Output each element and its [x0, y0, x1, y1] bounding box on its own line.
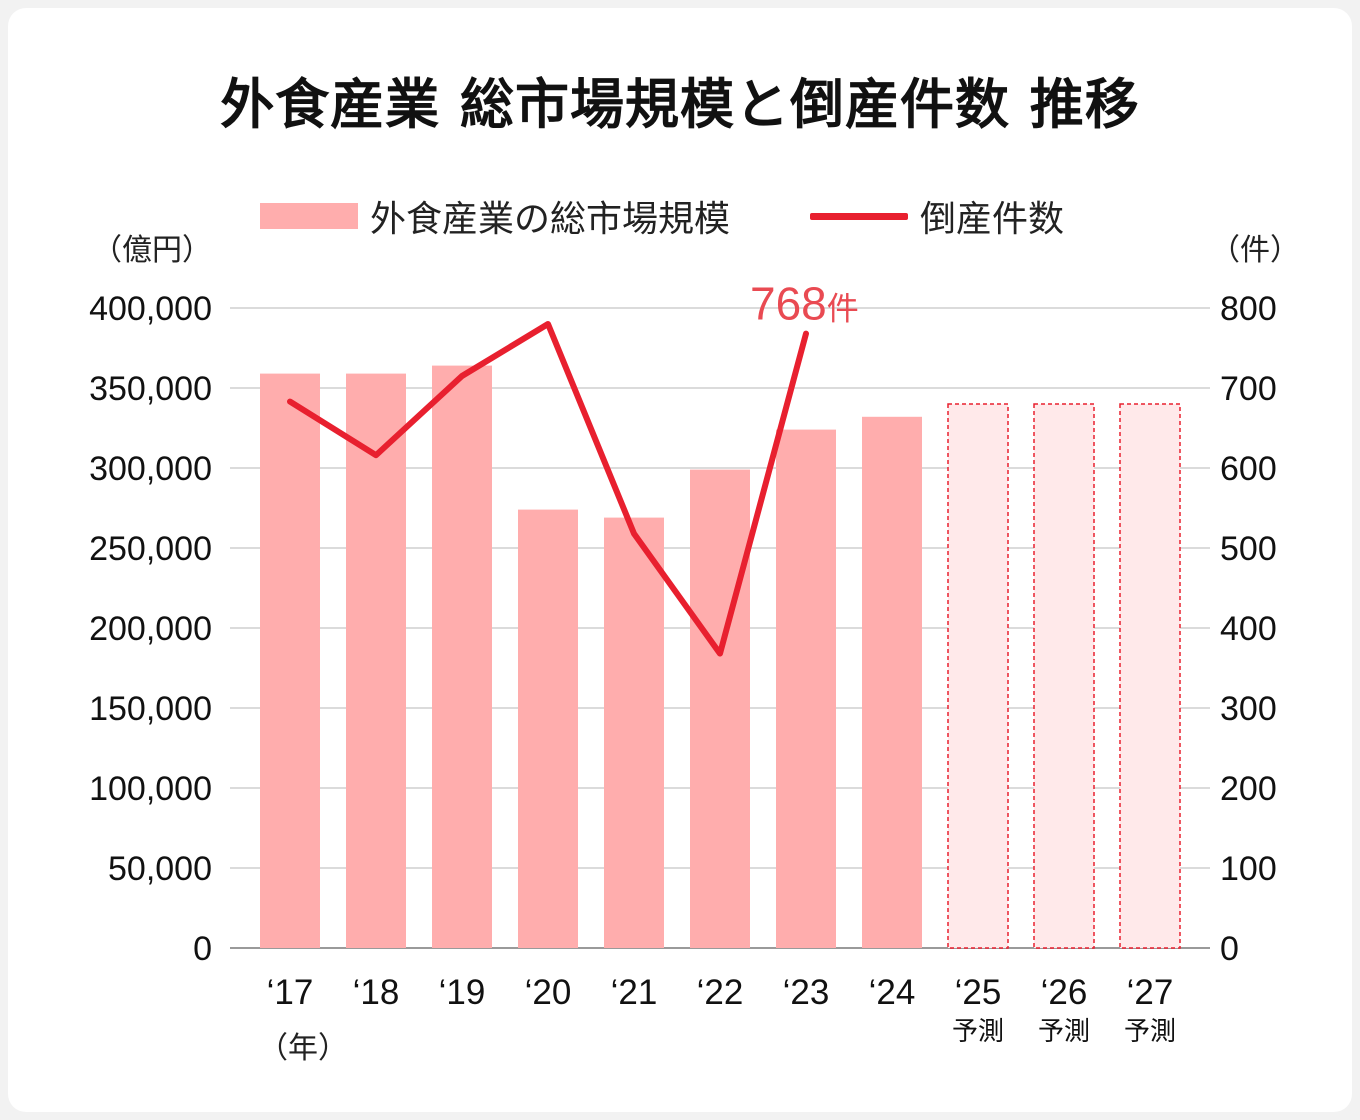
- bar: [260, 373, 320, 949]
- forecast-label: 予測: [952, 1017, 1004, 1047]
- left-tick-label: 250,000: [89, 530, 212, 568]
- x-tick-label: ‘21: [611, 973, 658, 1012]
- annotation-label: 768件: [750, 278, 859, 330]
- bar: [604, 517, 664, 948]
- left-axis-unit: （億円）: [92, 233, 212, 268]
- right-tick-label: 200: [1220, 770, 1277, 808]
- x-tick-label: ‘22: [697, 973, 744, 1012]
- bar: [776, 429, 836, 949]
- legend-bar-label: 外食産業の総市場規模: [370, 199, 731, 240]
- bar: [346, 373, 406, 949]
- legend-line-swatch: [810, 212, 908, 220]
- left-tick-label: 350,000: [89, 370, 212, 408]
- x-tick-label: ‘18: [353, 973, 400, 1012]
- right-tick-label: 100: [1220, 850, 1277, 888]
- x-tick-label: ‘19: [439, 973, 486, 1012]
- x-tick-label: ‘20: [525, 973, 572, 1012]
- right-tick-label: 600: [1220, 450, 1277, 488]
- legend-bars: 外食産業の総市場規模: [260, 190, 730, 242]
- left-tick-label: 300,000: [89, 450, 212, 488]
- bar: [862, 416, 922, 948]
- right-tick-label: 300: [1220, 690, 1277, 728]
- bar: [518, 509, 578, 948]
- legend-line: 倒産件数: [810, 190, 1064, 242]
- bar: [432, 365, 492, 949]
- left-tick-label: 150,000: [89, 690, 212, 728]
- right-tick-label: 800: [1220, 290, 1277, 328]
- x-tick-label: ‘17: [267, 973, 314, 1012]
- right-tick-label: 500: [1220, 530, 1277, 568]
- right-axis-unit: （件）: [1210, 233, 1300, 268]
- left-tick-label: 200,000: [89, 610, 212, 648]
- x-tick-label: ‘23: [783, 973, 830, 1012]
- bar: [690, 469, 750, 948]
- x-tick-label: ‘26: [1041, 973, 1088, 1012]
- bar-forecast: [947, 403, 1009, 949]
- left-tick-label: 0: [193, 930, 212, 968]
- left-tick-label: 400,000: [89, 290, 212, 328]
- legend-line-label: 倒産件数: [920, 199, 1065, 240]
- x-tick-label: ‘27: [1127, 973, 1174, 1012]
- right-tick-label: 0: [1220, 930, 1239, 968]
- left-tick-label: 50,000: [108, 850, 212, 888]
- left-tick-label: 100,000: [89, 770, 212, 808]
- x-tick-label: ‘25: [955, 973, 1002, 1012]
- legend-bar-swatch: [260, 203, 358, 229]
- x-axis-unit: （年）: [258, 1031, 348, 1066]
- forecast-label: 予測: [1124, 1017, 1176, 1047]
- right-tick-label: 700: [1220, 370, 1277, 408]
- chart-title: 外食産業 総市場規模と倒産件数 推移: [220, 73, 1140, 136]
- forecast-label: 予測: [1038, 1017, 1090, 1047]
- bar-forecast: [1119, 403, 1181, 949]
- right-tick-label: 400: [1220, 610, 1277, 648]
- bar-forecast: [1033, 403, 1095, 949]
- x-tick-label: ‘24: [869, 973, 916, 1012]
